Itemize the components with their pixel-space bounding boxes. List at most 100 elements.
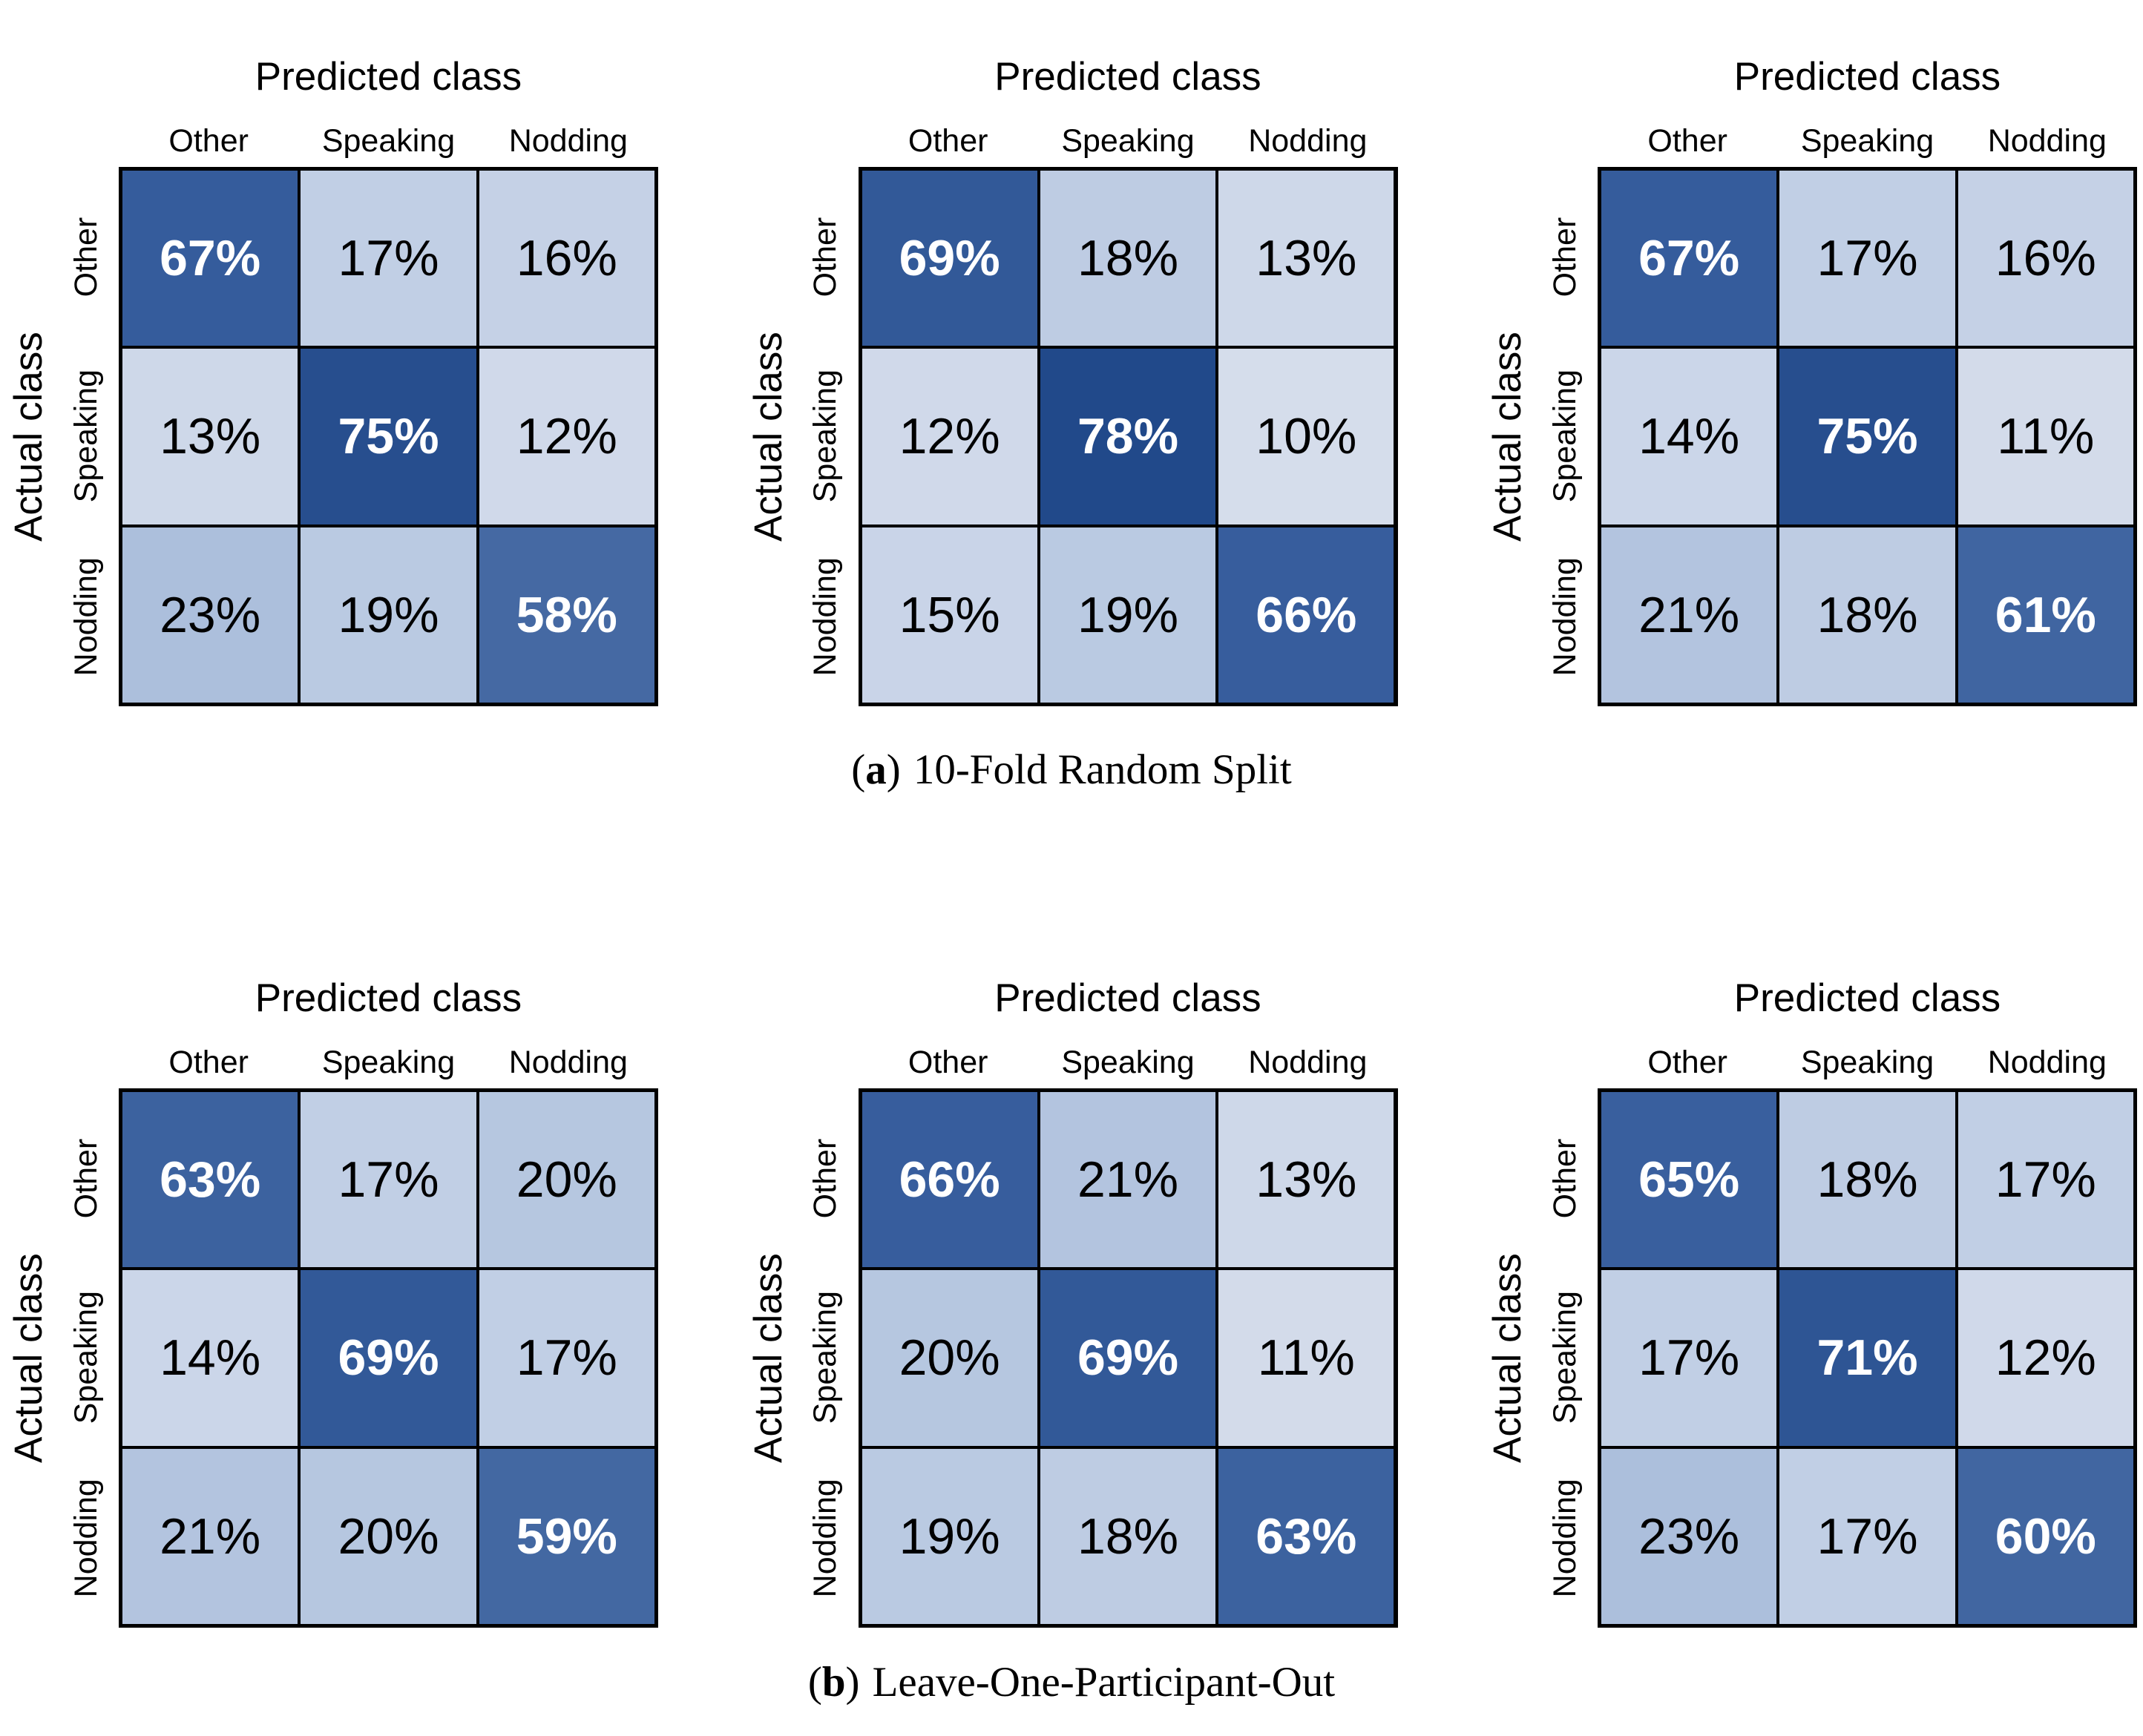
matrix-cell: 69% [301, 1270, 476, 1446]
col-label: Nodding [1248, 1045, 1368, 1080]
confusion-matrix-panel: Predicted class Other Speaking Nodding Act… [746, 921, 1398, 1628]
row-label: Other [1546, 217, 1583, 297]
matrix-cell: 63% [122, 1092, 298, 1268]
col-label: Speaking [321, 1045, 456, 1080]
matrix-cell: 12% [479, 349, 654, 525]
actual-class-label: Actual class [1486, 1253, 1529, 1463]
col-label: Speaking [1061, 1045, 1195, 1080]
matrix-cell: 13% [1218, 1092, 1394, 1268]
row-label: Other [807, 1138, 843, 1218]
matrix-cell: 12% [862, 349, 1037, 525]
confusion-matrix-panel: Predicted class Other Speaking Nodding Act… [1485, 0, 2137, 706]
matrix-cell: 71% [1779, 1270, 1955, 1446]
matrix-cell: 15% [862, 527, 1037, 703]
col-labels: Other Speaking Nodding [1598, 1033, 2137, 1088]
row-label: Nodding [1546, 556, 1583, 676]
row-label: Nodding [807, 1478, 843, 1597]
caption-paren-open: ( [851, 746, 866, 793]
row-label: Speaking [1546, 369, 1583, 504]
confusion-matrix-panel: Predicted class Other Speaking Nodding Act… [1485, 921, 2137, 1628]
confusion-matrix-panel: Predicted class Other Speaking Nodding Act… [6, 0, 658, 706]
predicted-class-title: Predicted class [255, 976, 522, 1020]
matrix-cell: 60% [1957, 1448, 2133, 1624]
caption-paren-close: ) [845, 1658, 860, 1706]
confusion-matrix-panel: Predicted class Other Speaking Nodding Act… [746, 0, 1398, 706]
matrices-row-a: Predicted class Other Speaking Nodding Act… [0, 0, 2143, 706]
matrix-grid: 65% 18% 17% 17% 71% 12% 23% 17% 60% [1598, 1088, 2137, 1628]
row-label: Other [807, 217, 843, 297]
matrix-cell: 11% [1218, 1270, 1394, 1446]
matrix-cell: 63% [1218, 1448, 1394, 1624]
col-label: Other [908, 123, 988, 159]
row-label: Speaking [68, 1291, 104, 1425]
row-label: Speaking [807, 1291, 843, 1425]
row-labels: Other Speaking Nodding [793, 167, 859, 706]
row-labels: Other Speaking Nodding [53, 167, 119, 706]
actual-class-label: Actual class [746, 332, 790, 542]
actual-class-label: Actual class [746, 1253, 790, 1463]
col-labels: Other Speaking Nodding [119, 111, 658, 167]
matrix-cell: 66% [862, 1092, 1037, 1268]
col-label: Other [168, 1045, 249, 1080]
col-label: Speaking [1800, 1045, 1934, 1080]
matrix-cell: 75% [301, 349, 476, 525]
col-label: Nodding [1248, 123, 1368, 159]
predicted-class-title: Predicted class [1733, 976, 2001, 1020]
col-label: Speaking [1061, 123, 1195, 159]
caption-label: 10-Fold Random Split [913, 746, 1292, 793]
matrix-cell: 16% [1957, 171, 2133, 346]
matrix-cell: 59% [479, 1448, 654, 1624]
row-label: Speaking [1546, 1291, 1583, 1425]
row-label: Nodding [68, 1478, 104, 1597]
matrix-grid: 69% 18% 13% 12% 78% 10% 15% 19% 66% [858, 167, 1398, 706]
col-label: Nodding [1987, 1045, 2107, 1080]
caption-a: (a) 10-Fold Random Split [0, 706, 2143, 832]
matrix-cell: 17% [479, 1270, 654, 1446]
matrix-cell: 21% [1601, 527, 1777, 703]
row-labels: Other Speaking Nodding [1532, 1088, 1598, 1628]
group-10-fold-random-split: Predicted class Other Speaking Nodding Act… [0, 0, 2143, 832]
matrix-cell: 23% [122, 527, 298, 703]
matrix-cell: 69% [1040, 1270, 1216, 1446]
predicted-class-title: Predicted class [994, 976, 1261, 1020]
matrix-cell: 18% [1779, 527, 1955, 703]
matrix-cell: 17% [1957, 1092, 2133, 1268]
matrix-cell: 17% [301, 171, 476, 346]
matrix-cell: 17% [1779, 171, 1955, 346]
matrix-cell: 18% [1040, 171, 1216, 346]
matrix-cell: 12% [1957, 1270, 2133, 1446]
matrix-grid: 66% 21% 13% 20% 69% 11% 19% 18% 63% [858, 1088, 1398, 1628]
caption-label: Leave-One-Participant-Out [872, 1658, 1336, 1706]
row-label: Other [68, 217, 104, 297]
matrix-cell: 61% [1957, 527, 2133, 703]
matrix-cell: 67% [1601, 171, 1777, 346]
row-label: Nodding [68, 556, 104, 676]
caption-paren-open: ( [807, 1658, 822, 1706]
matrix-cell: 66% [1218, 527, 1394, 703]
matrix-cell: 58% [479, 527, 654, 703]
matrix-cell: 18% [1779, 1092, 1955, 1268]
matrix-cell: 17% [1779, 1448, 1955, 1624]
col-label: Other [168, 123, 249, 159]
matrix-cell: 21% [122, 1448, 298, 1624]
actual-class-label: Actual class [7, 1253, 50, 1463]
matrix-cell: 17% [301, 1092, 476, 1268]
matrix-cell: 11% [1957, 349, 2133, 525]
matrix-grid: 63% 17% 20% 14% 69% 17% 21% 20% 59% [119, 1088, 658, 1628]
col-label: Other [908, 1045, 988, 1080]
col-label: Nodding [508, 123, 628, 159]
matrix-cell: 78% [1040, 349, 1216, 525]
col-labels: Other Speaking Nodding [1598, 111, 2137, 167]
row-label: Other [68, 1138, 104, 1218]
matrix-cell: 20% [301, 1448, 476, 1624]
matrix-cell: 67% [122, 171, 298, 346]
group-leave-one-participant-out: Predicted class Other Speaking Nodding Act… [0, 921, 2143, 1736]
matrix-cell: 13% [1218, 171, 1394, 346]
row-label: Nodding [1546, 1478, 1583, 1597]
row-label: Nodding [807, 556, 843, 676]
matrix-cell: 19% [862, 1448, 1037, 1624]
matrix-cell: 19% [301, 527, 476, 703]
col-label: Other [1647, 123, 1727, 159]
col-label: Speaking [321, 123, 456, 159]
